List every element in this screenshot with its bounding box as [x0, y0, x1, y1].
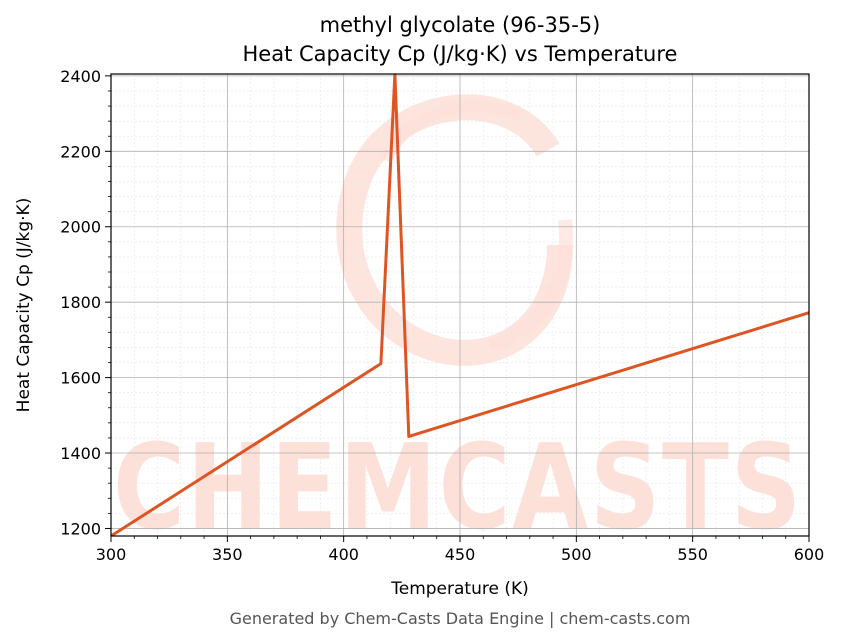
x-tick-label: 600: [794, 545, 825, 564]
x-tick-label: 400: [328, 545, 359, 564]
series-line: [111, 74, 809, 536]
y-axis-label: Heat Capacity Cp (J/kg·K): [14, 198, 34, 413]
y-axis-ticks: 1200 1400 1600 1800 2000 2200 2400: [60, 67, 111, 538]
watermark-swirl: [336, 94, 573, 366]
y-tick-label: 2200: [60, 142, 101, 161]
x-axis-label: Temperature (K): [390, 579, 529, 599]
y-tick-label: 2000: [60, 218, 101, 237]
y-tick-label: 1400: [60, 444, 101, 463]
data-series: [111, 74, 809, 536]
x-axis-ticks: 300 350 400 450 500 550 600: [96, 536, 825, 564]
x-tick-label: 450: [445, 545, 476, 564]
watermark-text: CHEMCASTS: [113, 418, 803, 556]
y-tick-label: 1200: [60, 519, 101, 538]
chart-title: methyl glycolate (96-35-5): [320, 13, 601, 37]
y-tick-label: 2400: [60, 67, 101, 86]
y-tick-label: 1800: [60, 293, 101, 312]
x-tick-label: 500: [561, 545, 592, 564]
x-tick-label: 350: [212, 545, 243, 564]
x-tick-label: 300: [96, 545, 127, 564]
x-tick-label: 550: [677, 545, 708, 564]
major-gridlines: [111, 74, 809, 536]
chart-subtitle: Heat Capacity Cp (J/kg·K) vs Temperature: [243, 42, 678, 66]
y-tick-label: 1600: [60, 369, 101, 388]
footer-credit: Generated by Chem-Casts Data Engine | ch…: [230, 609, 691, 628]
